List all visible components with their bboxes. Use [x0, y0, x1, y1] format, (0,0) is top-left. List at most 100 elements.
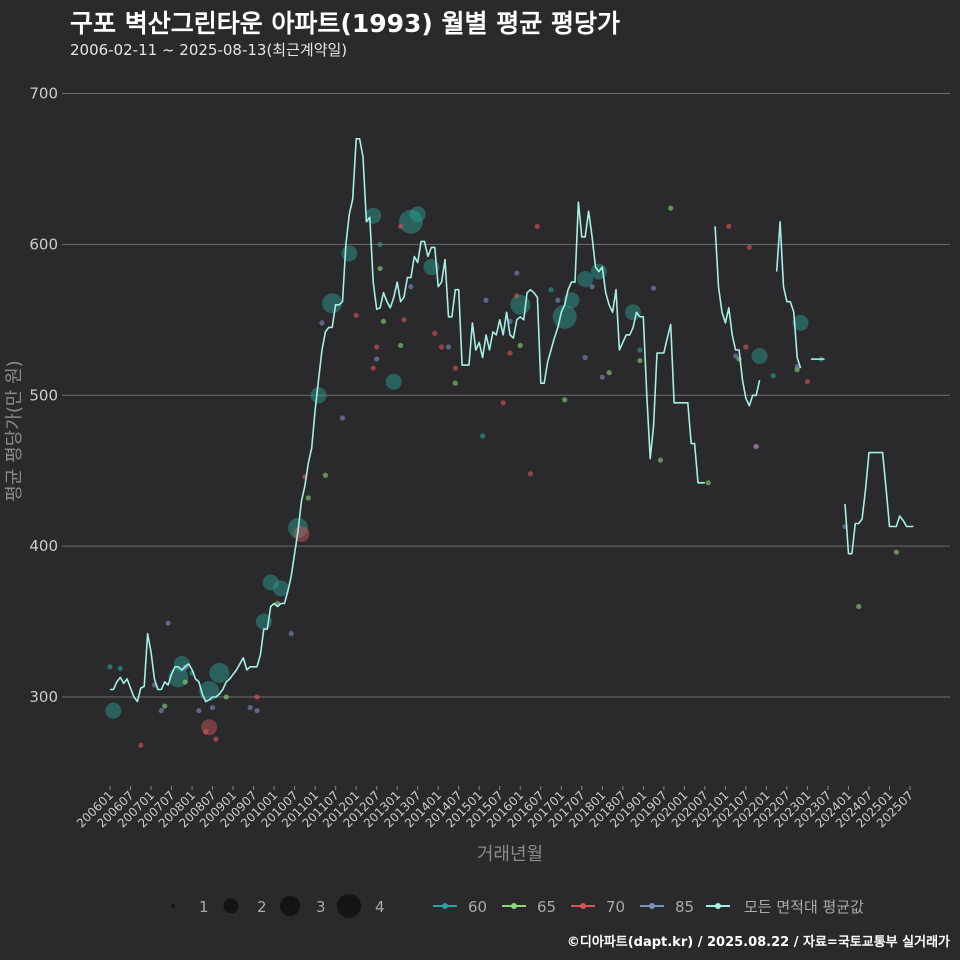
scatter-point-60	[262, 574, 279, 591]
scatter-point-70	[726, 223, 732, 229]
scatter-point-85	[374, 356, 380, 362]
scatter-point-70	[213, 736, 219, 742]
legend-size-marker	[171, 904, 175, 908]
average-line	[714, 226, 761, 407]
scatter-point-85	[247, 704, 253, 711]
scatter-point-60	[107, 664, 113, 670]
scatter-point-60	[398, 209, 423, 234]
scatter-point-65	[397, 342, 404, 349]
scatter-point-65	[380, 318, 387, 324]
scatter-point-85	[483, 297, 489, 303]
scatter-point-60	[377, 241, 383, 248]
scatter-point-65	[377, 265, 383, 272]
legend: 1 2 3 4 60 65 70 85 모든 면적대 평균값	[171, 894, 864, 918]
scatter-point-65	[305, 495, 311, 501]
legend-series-marker	[511, 903, 517, 909]
scatter-point-60	[310, 387, 327, 404]
scatter-point-70	[507, 350, 513, 356]
scatter-point-85	[650, 285, 657, 291]
scatter-point-70	[743, 344, 749, 350]
scatter-point-70	[353, 312, 359, 318]
legend-size-label: 3	[316, 898, 326, 916]
scatter-point-85	[733, 353, 739, 359]
y-tick-labels: 300 400 500 600 700	[29, 85, 58, 706]
scatter-point-85	[339, 415, 346, 421]
legend-series-label: 70	[606, 898, 625, 916]
scatter-point-85	[158, 708, 164, 714]
scatter-point-70	[401, 317, 407, 323]
y-tick-label: 700	[29, 85, 58, 103]
scatter-point-65	[562, 397, 568, 403]
scatter-point-70	[500, 400, 506, 406]
scatter-point-65	[657, 457, 664, 463]
average-line	[110, 138, 705, 703]
scatter-point-70	[534, 223, 540, 229]
scatter-point-65	[517, 342, 523, 349]
legend-size-label: 4	[375, 898, 385, 916]
scatter-point-70	[254, 694, 260, 700]
scatter-point-60	[341, 245, 358, 262]
legend-average-label: 모든 면적대 평균값	[744, 898, 864, 916]
legend-size-marker	[223, 898, 239, 914]
scatter-point-85	[165, 620, 171, 626]
scatter-point-60	[548, 287, 554, 293]
average-line-group	[110, 138, 914, 703]
scatter-point-60	[563, 292, 580, 309]
footer-credit: ©디아파트(dapt.kr) / 2025.08.22 / 자료=국토교통부 실…	[566, 935, 950, 950]
scatter-point-85	[196, 708, 202, 714]
scatter-point-85	[753, 443, 759, 450]
grid-lines	[62, 93, 950, 698]
scatter-point-65	[856, 603, 862, 610]
scatter-point-60	[480, 433, 486, 439]
scatter-point-85	[209, 704, 216, 711]
scatter-point-60	[209, 662, 230, 683]
scatter-point-60	[637, 347, 643, 353]
legend-series-label: 60	[468, 898, 487, 916]
scatter-point-70	[452, 365, 458, 371]
scatter-point-85	[589, 284, 595, 290]
legend-average-marker	[715, 903, 721, 909]
scatter-point-65	[705, 480, 711, 486]
scatter-point-60	[272, 580, 289, 597]
scatter-point-65	[452, 380, 458, 386]
legend-size-marker	[337, 894, 361, 918]
scatter-point-70	[370, 365, 376, 371]
scatter-point-85	[319, 320, 325, 326]
scatter-point-65	[893, 549, 899, 555]
legend-series-label: 65	[537, 898, 556, 916]
y-tick-label: 600	[29, 235, 58, 253]
scatter-point-70	[293, 526, 310, 543]
legend-series-marker	[580, 903, 586, 909]
scatter-point-70	[514, 293, 520, 299]
scatter-points	[105, 205, 899, 748]
scatter-point-85	[555, 297, 561, 303]
scatter-point-65	[322, 472, 328, 478]
scatter-point-70	[138, 742, 144, 748]
scatter-point-85	[582, 354, 588, 361]
scatter-point-60	[105, 702, 122, 719]
legend-size-marker	[280, 896, 300, 916]
x-axis-title: 거래년월	[477, 844, 543, 865]
scatter-point-60	[117, 665, 123, 671]
y-axis-title: 평균 평당가(만 원)	[4, 360, 25, 501]
scatter-point-70	[527, 471, 534, 477]
legend-series-marker	[442, 903, 448, 909]
scatter-point-65	[182, 679, 188, 685]
scatter-point-60	[322, 293, 343, 314]
x-tick-labels: 2006012006072007012007072008012008072009…	[74, 786, 916, 831]
scatter-point-70	[374, 344, 380, 350]
scatter-point-85	[445, 344, 452, 350]
legend-series-marker	[649, 903, 655, 909]
scatter-point-70	[746, 244, 752, 251]
scatter-point-70	[432, 330, 438, 337]
scatter-point-60	[625, 304, 642, 321]
scatter-point-65	[637, 357, 643, 364]
chart-title: 구포 벽산그린타운 아파트(1993) 월별 평균 평당가	[70, 9, 620, 38]
scatter-point-60	[409, 206, 426, 223]
scatter-point-85	[288, 631, 294, 637]
legend-size-label: 1	[199, 898, 209, 916]
y-tick-label: 500	[29, 386, 58, 404]
scatter-point-85	[254, 708, 260, 714]
chart-subtitle: 2006-02-11 ~ 2025-08-13(최근계약일)	[70, 41, 348, 59]
